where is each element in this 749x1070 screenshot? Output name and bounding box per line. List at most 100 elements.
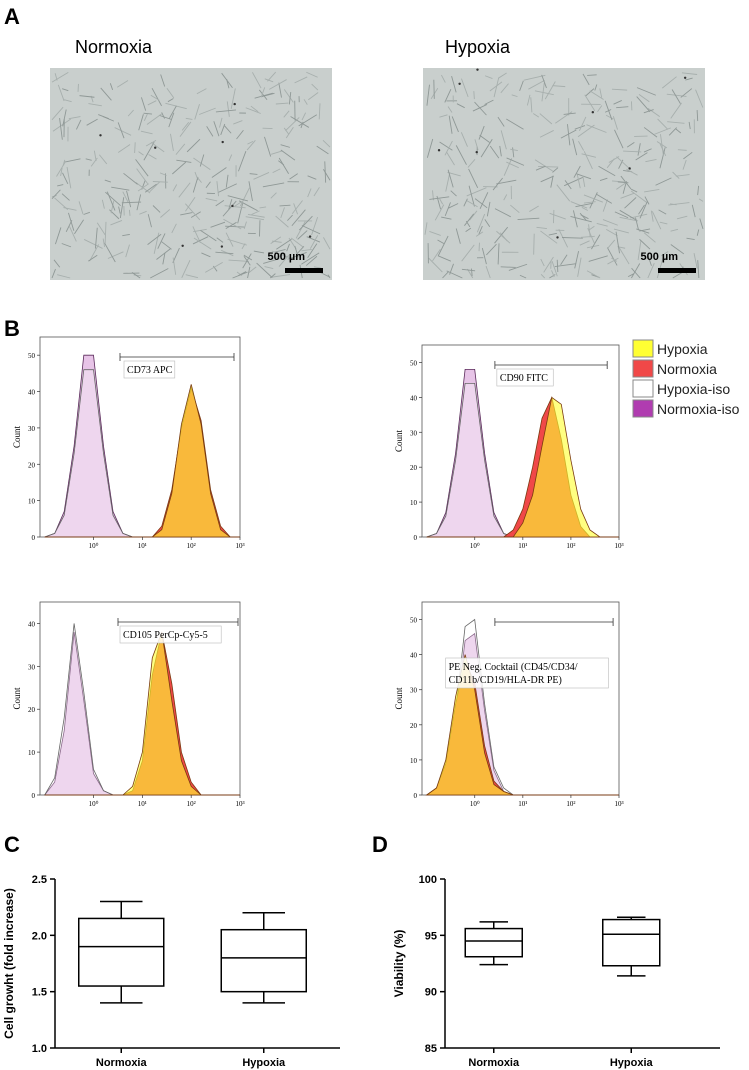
cell: [476, 213, 486, 233]
cell: [260, 92, 275, 98]
cell: [287, 214, 293, 221]
cell: [285, 117, 300, 132]
cell: [94, 227, 98, 249]
gate-label-box: [119, 625, 222, 644]
cell: [441, 216, 452, 220]
cell: [447, 106, 453, 113]
cell: [503, 194, 508, 201]
y-axis-title: Count: [394, 430, 404, 453]
cell: [279, 204, 291, 207]
cell: [686, 237, 695, 240]
cell: [160, 74, 166, 87]
gate-label: CD73 APC: [127, 365, 173, 376]
cell: [451, 75, 457, 93]
cell: [497, 72, 507, 79]
cell: [307, 175, 317, 180]
cell: [193, 237, 212, 250]
debris: [458, 82, 461, 85]
cell: [659, 147, 666, 169]
cell: [172, 257, 177, 275]
cell: [534, 90, 554, 96]
y-tick-label: 20: [28, 461, 36, 469]
cell: [269, 79, 287, 90]
cell: [508, 263, 528, 271]
y-tick-label: 40: [410, 394, 418, 402]
panel-label: A: [4, 4, 20, 29]
debris: [475, 150, 478, 154]
cell: [588, 224, 591, 238]
y-axis-title: Count: [394, 687, 404, 710]
cell: [696, 110, 699, 122]
y-tick-label: 90: [425, 987, 437, 999]
cell: [274, 249, 286, 253]
cell: [439, 114, 448, 118]
cell: [275, 215, 289, 228]
cell: [275, 253, 287, 258]
scale-bar: [658, 268, 696, 273]
cell: [548, 232, 558, 236]
cell: [682, 159, 687, 170]
y-tick-label: 0: [414, 534, 418, 542]
cell: [243, 221, 247, 230]
cell: [630, 190, 647, 203]
cell: [637, 240, 642, 261]
cell: [252, 72, 262, 89]
cell: [535, 165, 546, 171]
cell: [106, 191, 116, 211]
cell: [541, 74, 547, 89]
micrograph-image: [423, 68, 705, 280]
x-tick-label: 10⁰: [470, 800, 480, 808]
cell: [57, 274, 71, 279]
cell: [152, 181, 168, 183]
cell: [539, 130, 554, 138]
cell: [484, 219, 491, 227]
cell: [467, 158, 476, 168]
cell: [444, 202, 451, 217]
cell: [226, 79, 230, 89]
cell: [225, 225, 245, 228]
cell: [615, 231, 620, 254]
y-tick-label: 1.0: [32, 1043, 47, 1055]
cell: [589, 192, 598, 209]
debris: [220, 245, 224, 248]
cell: [456, 103, 465, 109]
debris: [591, 111, 595, 114]
cell: [152, 205, 161, 213]
cell: [683, 151, 693, 160]
cell: [573, 165, 581, 178]
cell: [563, 112, 576, 115]
cell: [90, 157, 98, 167]
cell: [650, 210, 654, 222]
cell: [53, 259, 61, 268]
cell: [201, 252, 211, 258]
cell: [103, 116, 115, 122]
cell: [511, 94, 518, 98]
cell: [85, 158, 92, 161]
x-tick-label: 10¹: [138, 800, 147, 808]
cell: [76, 119, 82, 130]
cell: [93, 150, 97, 161]
cell: [474, 198, 488, 209]
cell: [181, 259, 191, 279]
debris: [231, 204, 234, 208]
cell: [263, 258, 280, 264]
cell: [657, 118, 669, 130]
cell: [283, 110, 290, 118]
cell: [579, 240, 590, 246]
y-tick-label: 10: [410, 499, 418, 507]
cell: [668, 127, 678, 136]
cell: [149, 181, 161, 193]
cell: [588, 255, 608, 262]
cell: [96, 222, 106, 236]
cell: [60, 167, 63, 177]
micrograph-title: Hypoxia: [445, 37, 511, 57]
cell: [104, 179, 111, 183]
cell: [606, 158, 615, 169]
cell: [441, 74, 446, 83]
cell: [500, 130, 507, 150]
cell: [251, 210, 260, 215]
cell: [62, 109, 67, 127]
cell: [192, 176, 199, 193]
debris: [628, 167, 631, 170]
cell: [604, 109, 612, 113]
